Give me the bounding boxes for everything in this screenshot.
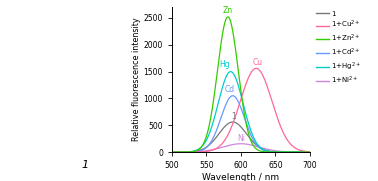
1+Cd$^{2+}$ <box>233 96 238 98</box>
1+Zn$^{2+}$ <box>304 151 308 153</box>
1+Hg$^{2+}$ <box>233 76 238 79</box>
Line: 1+Ni$^{2+}$: 1+Ni$^{2+}$ <box>172 144 310 152</box>
1+Hg$^{2+}$ <box>228 71 233 73</box>
Text: 1: 1 <box>232 112 237 121</box>
1+Zn$^{2+}$ <box>226 16 230 18</box>
1+Cu$^{2+}$ <box>254 67 259 70</box>
Line: 1+Cd$^{2+}$: 1+Cd$^{2+}$ <box>172 96 310 152</box>
1+Zn$^{2+}$ <box>233 48 238 50</box>
1+Hg$^{2+}$ <box>237 87 242 90</box>
1+Ni$^{2+}$ <box>304 151 308 153</box>
Text: Cd: Cd <box>225 85 235 94</box>
1+Zn$^{2+}$ <box>170 151 174 153</box>
1+Cu$^{2+}$ <box>177 151 181 153</box>
1+Cd$^{2+}$ <box>304 151 308 153</box>
1+Cd$^{2+}$ <box>170 151 174 153</box>
1+Cd$^{2+}$ <box>304 151 308 153</box>
1+Hg$^{2+}$ <box>304 151 308 153</box>
1+Cd$^{2+}$ <box>177 151 181 153</box>
1+Cu$^{2+}$ <box>237 104 241 106</box>
Line: 1: 1 <box>172 122 310 152</box>
1+Zn$^{2+}$ <box>279 151 283 153</box>
1+Ni$^{2+}$ <box>177 151 181 153</box>
1+Hg$^{2+}$ <box>170 151 174 153</box>
Line: 1+Cu$^{2+}$: 1+Cu$^{2+}$ <box>172 68 310 152</box>
1 <box>237 124 242 126</box>
1 <box>304 151 308 153</box>
1+Zn$^{2+}$ <box>304 151 308 153</box>
Y-axis label: Relative fluorescence intensity: Relative fluorescence intensity <box>132 18 141 142</box>
1+Ni$^{2+}$ <box>239 143 243 145</box>
Text: Ni: Ni <box>237 134 245 143</box>
1 <box>279 151 283 153</box>
1+Cd$^{2+}$ <box>308 151 312 153</box>
Line: 1+Zn$^{2+}$: 1+Zn$^{2+}$ <box>172 17 310 152</box>
1+Cu$^{2+}$ <box>304 150 308 153</box>
Text: Cu: Cu <box>253 58 263 67</box>
1 <box>308 151 312 153</box>
1+Cu$^{2+}$ <box>304 150 308 153</box>
1+Ni$^{2+}$ <box>279 150 283 152</box>
1+Zn$^{2+}$ <box>177 151 181 153</box>
1+Cd$^{2+}$ <box>279 151 283 153</box>
1+Ni$^{2+}$ <box>170 151 174 153</box>
Text: Hg: Hg <box>219 60 230 70</box>
1+Cu$^{2+}$ <box>308 151 312 153</box>
1+Hg$^{2+}$ <box>279 151 283 153</box>
1+Cu$^{2+}$ <box>233 115 238 117</box>
1 <box>233 121 238 124</box>
1+Zn$^{2+}$ <box>308 151 312 153</box>
X-axis label: Wavelength / nm: Wavelength / nm <box>202 173 280 181</box>
1+Ni$^{2+}$ <box>237 143 241 145</box>
1+Cu$^{2+}$ <box>279 126 283 128</box>
1+Hg$^{2+}$ <box>304 151 308 153</box>
1+Ni$^{2+}$ <box>233 143 238 145</box>
1+Zn$^{2+}$ <box>237 76 242 79</box>
1+Ni$^{2+}$ <box>308 151 312 153</box>
1 <box>170 151 174 153</box>
Line: 1+Hg$^{2+}$: 1+Hg$^{2+}$ <box>172 72 310 152</box>
1 <box>304 151 308 153</box>
1+Hg$^{2+}$ <box>308 151 312 153</box>
Text: 1: 1 <box>82 160 89 170</box>
1+Cu$^{2+}$ <box>170 151 174 153</box>
1 <box>177 151 181 153</box>
Text: Zn: Zn <box>223 6 233 15</box>
1+Cd$^{2+}$ <box>237 103 242 105</box>
1+Ni$^{2+}$ <box>304 151 308 153</box>
1+Cd$^{2+}$ <box>231 95 235 97</box>
Legend: 1, 1+Cu$^{2+}$, 1+Zn$^{2+}$, 1+Cd$^{2+}$, 1+Hg$^{2+}$, 1+Ni$^{2+}$: 1, 1+Cu$^{2+}$, 1+Zn$^{2+}$, 1+Cd$^{2+}$… <box>316 11 361 86</box>
1+Hg$^{2+}$ <box>177 151 181 153</box>
1 <box>231 121 235 123</box>
